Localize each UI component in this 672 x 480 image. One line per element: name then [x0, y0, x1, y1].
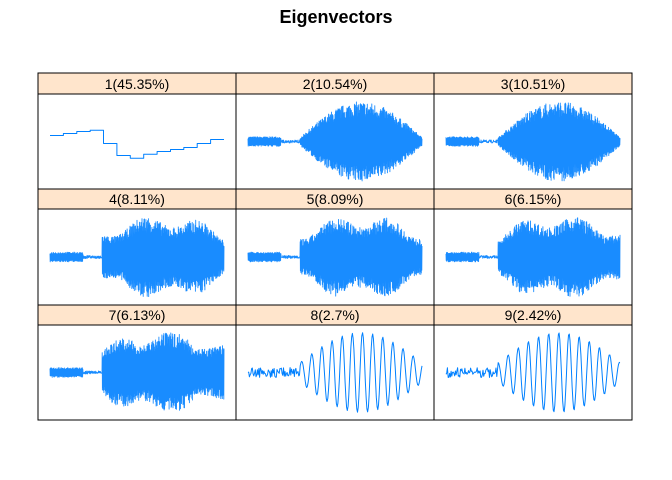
series-line	[49, 218, 225, 298]
eigenvector-panel-8: 8(2.7%)	[235, 304, 435, 421]
panel-label: 3(10.51%)	[501, 76, 566, 92]
panel-label: 8(2.7%)	[310, 307, 359, 323]
series-line	[445, 332, 621, 413]
eigenvector-panel-6: 6(6.15%)	[433, 188, 633, 306]
panel-label: 9(2.42%)	[505, 307, 562, 323]
series-line	[445, 102, 621, 182]
series-line	[50, 129, 224, 159]
series-line	[49, 332, 225, 411]
panel-label: 6(6.15%)	[505, 191, 562, 207]
eigenvector-panel-9: 9(2.42%)	[433, 304, 633, 421]
panel-frame	[37, 93, 237, 190]
series-line	[247, 101, 423, 182]
series-line	[445, 217, 621, 297]
eigenvector-panel-5: 5(8.09%)	[235, 188, 435, 306]
series-line	[247, 332, 423, 413]
eigenvector-panel-7: 7(6.13%)	[37, 304, 237, 421]
eigenvector-panel-2: 2(10.54%)	[235, 72, 435, 190]
eigenvector-panel-1: 1(45.35%)	[37, 72, 237, 190]
chart-title: Eigenvectors	[279, 7, 392, 27]
panel-label: 2(10.54%)	[303, 76, 368, 92]
panel-label: 1(45.35%)	[105, 76, 170, 92]
panel-frame	[433, 324, 633, 421]
panel-label: 4(8.11%)	[109, 191, 165, 207]
panel-grid: 1(45.35%) 2(10.54%) 3(10.51%) 4(8.11%) 5(8.0…	[37, 72, 633, 421]
eigenvector-panel-4: 4(8.11%)	[37, 188, 237, 306]
panel-label: 7(6.13%)	[109, 307, 166, 323]
panel-label: 5(8.09%)	[307, 191, 364, 207]
eigenvector-panel-3: 3(10.51%)	[433, 72, 633, 190]
series-line	[247, 217, 423, 297]
